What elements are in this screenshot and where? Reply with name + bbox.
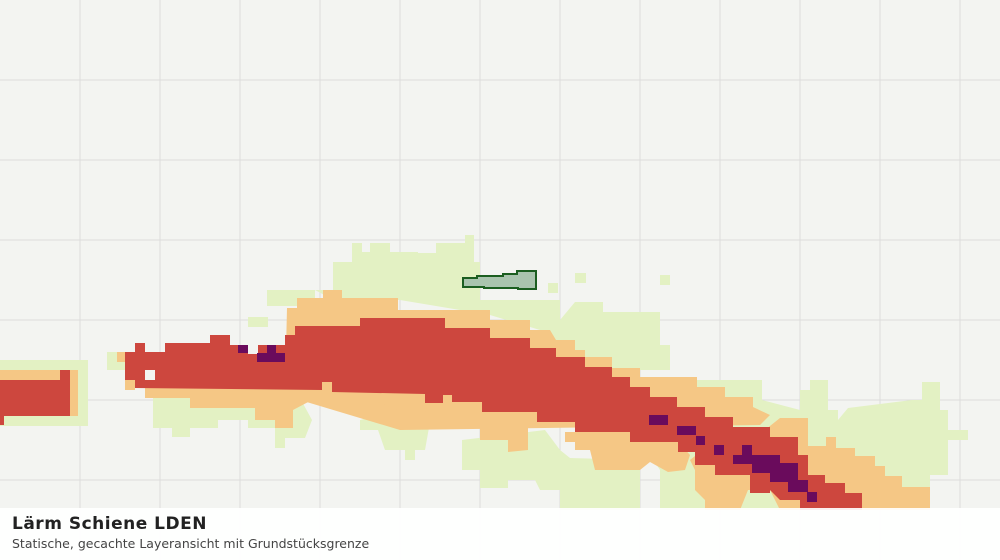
noise-area (125, 380, 135, 390)
noise-area (0, 370, 70, 425)
noise-area (696, 436, 705, 445)
map-subtitle: Statische, gecachte Layeransicht mit Gru… (12, 536, 369, 551)
noise-area (770, 472, 798, 482)
noise-area (238, 345, 248, 353)
noise-area (117, 352, 127, 362)
map-title: Lärm Schiene LDEN (12, 514, 207, 534)
noise-area (472, 405, 545, 452)
caption-panel (0, 508, 1000, 560)
noise-gap-cell (145, 370, 155, 380)
noise-area (677, 426, 696, 435)
noise-area (372, 392, 432, 420)
noise-area (742, 445, 752, 455)
noise-area (714, 445, 724, 455)
noise-area (145, 388, 312, 428)
noise-zone-high (0, 318, 862, 510)
noise-area (248, 317, 268, 327)
noise-area (733, 455, 780, 464)
noise-area (257, 353, 285, 362)
parcel-boundary[interactable] (462, 270, 537, 290)
noise-zone-very-high (238, 345, 817, 502)
noise-gap (145, 345, 258, 380)
noise-area (649, 415, 668, 425)
noise-area (660, 275, 670, 285)
noise-area (575, 273, 586, 283)
noise-area (548, 283, 558, 293)
noise-area (462, 430, 640, 510)
noise-area (267, 345, 276, 354)
noise-area (125, 318, 862, 510)
noise-area (788, 480, 808, 492)
noise-area (807, 492, 817, 502)
noise-area (315, 235, 670, 370)
noise-area (752, 463, 798, 473)
noise-gap-cell (248, 345, 258, 354)
